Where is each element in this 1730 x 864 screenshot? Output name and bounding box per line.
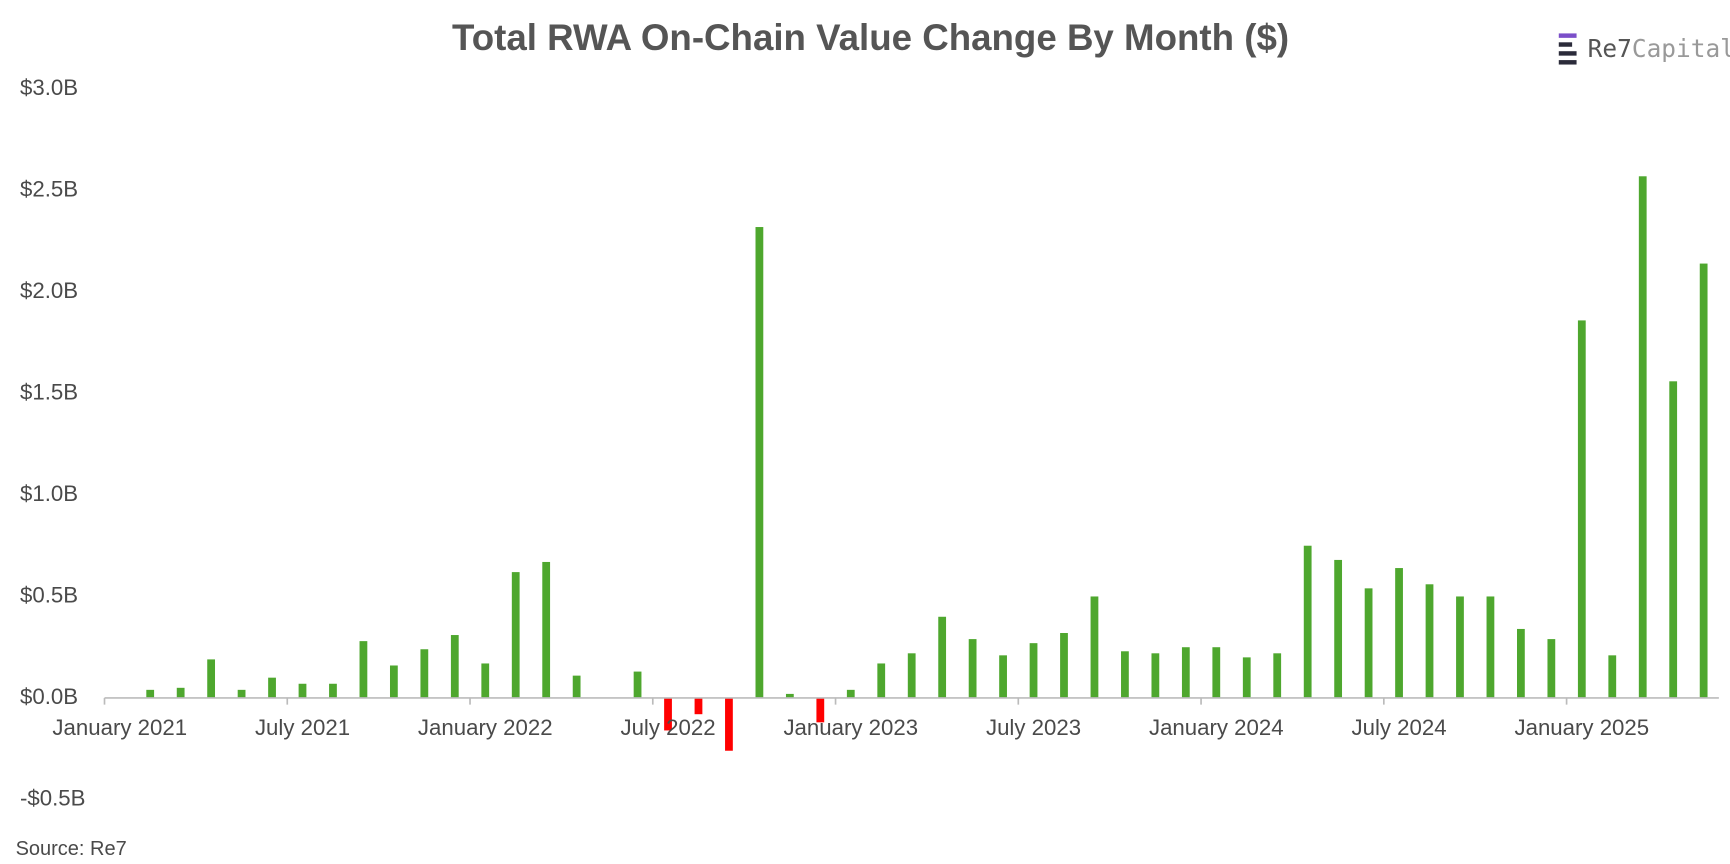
bar (1456, 596, 1464, 698)
y-tick-label: -$0.5B (20, 785, 85, 810)
y-tick-label: $0.5B (20, 582, 78, 607)
bar (146, 689, 155, 698)
bar (725, 697, 733, 751)
x-tick-label: July 2024 (1351, 715, 1446, 740)
bar (1212, 647, 1221, 698)
bar (1181, 647, 1190, 698)
bar (907, 653, 916, 698)
bar (1547, 639, 1556, 698)
bar (207, 659, 216, 698)
bar (1699, 263, 1708, 698)
bar (968, 639, 977, 698)
x-tick-label: July 2022 (620, 715, 715, 740)
bar (572, 675, 581, 698)
x-tick-label: January 2024 (1149, 715, 1284, 740)
y-tick-label: $0.0B (20, 684, 78, 709)
bar (816, 697, 825, 723)
bar (1395, 568, 1403, 698)
bar (1669, 381, 1678, 698)
bar (359, 641, 368, 698)
y-tick-label: $3.0B (20, 75, 78, 100)
x-tick-label: January 2022 (418, 715, 553, 740)
bar (1303, 545, 1312, 698)
bar (938, 616, 947, 698)
bar (1242, 657, 1251, 698)
bar (633, 671, 642, 698)
bar (694, 697, 703, 715)
bar (1121, 651, 1129, 698)
logo-icon (1558, 42, 1573, 47)
bar (1334, 559, 1343, 698)
logo-text-b: Capital (1632, 34, 1730, 63)
bar (877, 663, 886, 698)
bar (664, 697, 672, 731)
logo: Re7Capital (1558, 33, 1730, 65)
bar (1090, 596, 1099, 698)
chart-title: Total RWA On-Chain Value Change By Month… (452, 17, 1289, 58)
x-tick-label: January 2025 (1514, 715, 1649, 740)
bar (450, 635, 459, 698)
bar (1273, 653, 1282, 698)
x-tick-label: January 2021 (52, 715, 187, 740)
bar (1060, 633, 1068, 698)
bar (1151, 653, 1160, 698)
source: Source: Re7 (16, 838, 127, 860)
bar (329, 683, 337, 698)
bar (1638, 176, 1647, 698)
logo-text-a: Re7 (1588, 34, 1632, 63)
y-tick-label: $1.0B (20, 481, 78, 506)
bar (999, 655, 1007, 698)
x-tick-label: July 2023 (986, 715, 1081, 740)
bar (176, 687, 185, 698)
bar (1029, 643, 1038, 698)
logo-icon (1558, 51, 1577, 56)
bar (237, 689, 246, 698)
y-tick-label: $1.5B (20, 379, 78, 404)
bar (1364, 588, 1373, 698)
y-tick-label: $2.0B (20, 278, 78, 303)
x-tick-label: January 2023 (783, 715, 918, 740)
bar (1486, 596, 1495, 698)
y-tick-label: $2.5B (20, 176, 78, 201)
logo-icon (1558, 60, 1577, 65)
x-tick-label: July 2021 (255, 715, 350, 740)
logo-icon (1558, 33, 1577, 38)
bar (481, 663, 490, 698)
bar (542, 561, 551, 698)
bar (1577, 320, 1586, 698)
bar (298, 683, 307, 698)
bar (389, 665, 398, 698)
bar (1608, 655, 1617, 698)
bar (511, 572, 520, 698)
bar (846, 689, 855, 698)
bar (1425, 584, 1434, 698)
bar (420, 649, 429, 698)
bar (785, 693, 794, 698)
bar (1517, 628, 1525, 698)
bar (268, 677, 276, 698)
bar (755, 227, 764, 698)
logo-text: Re7Capital (1588, 34, 1730, 63)
